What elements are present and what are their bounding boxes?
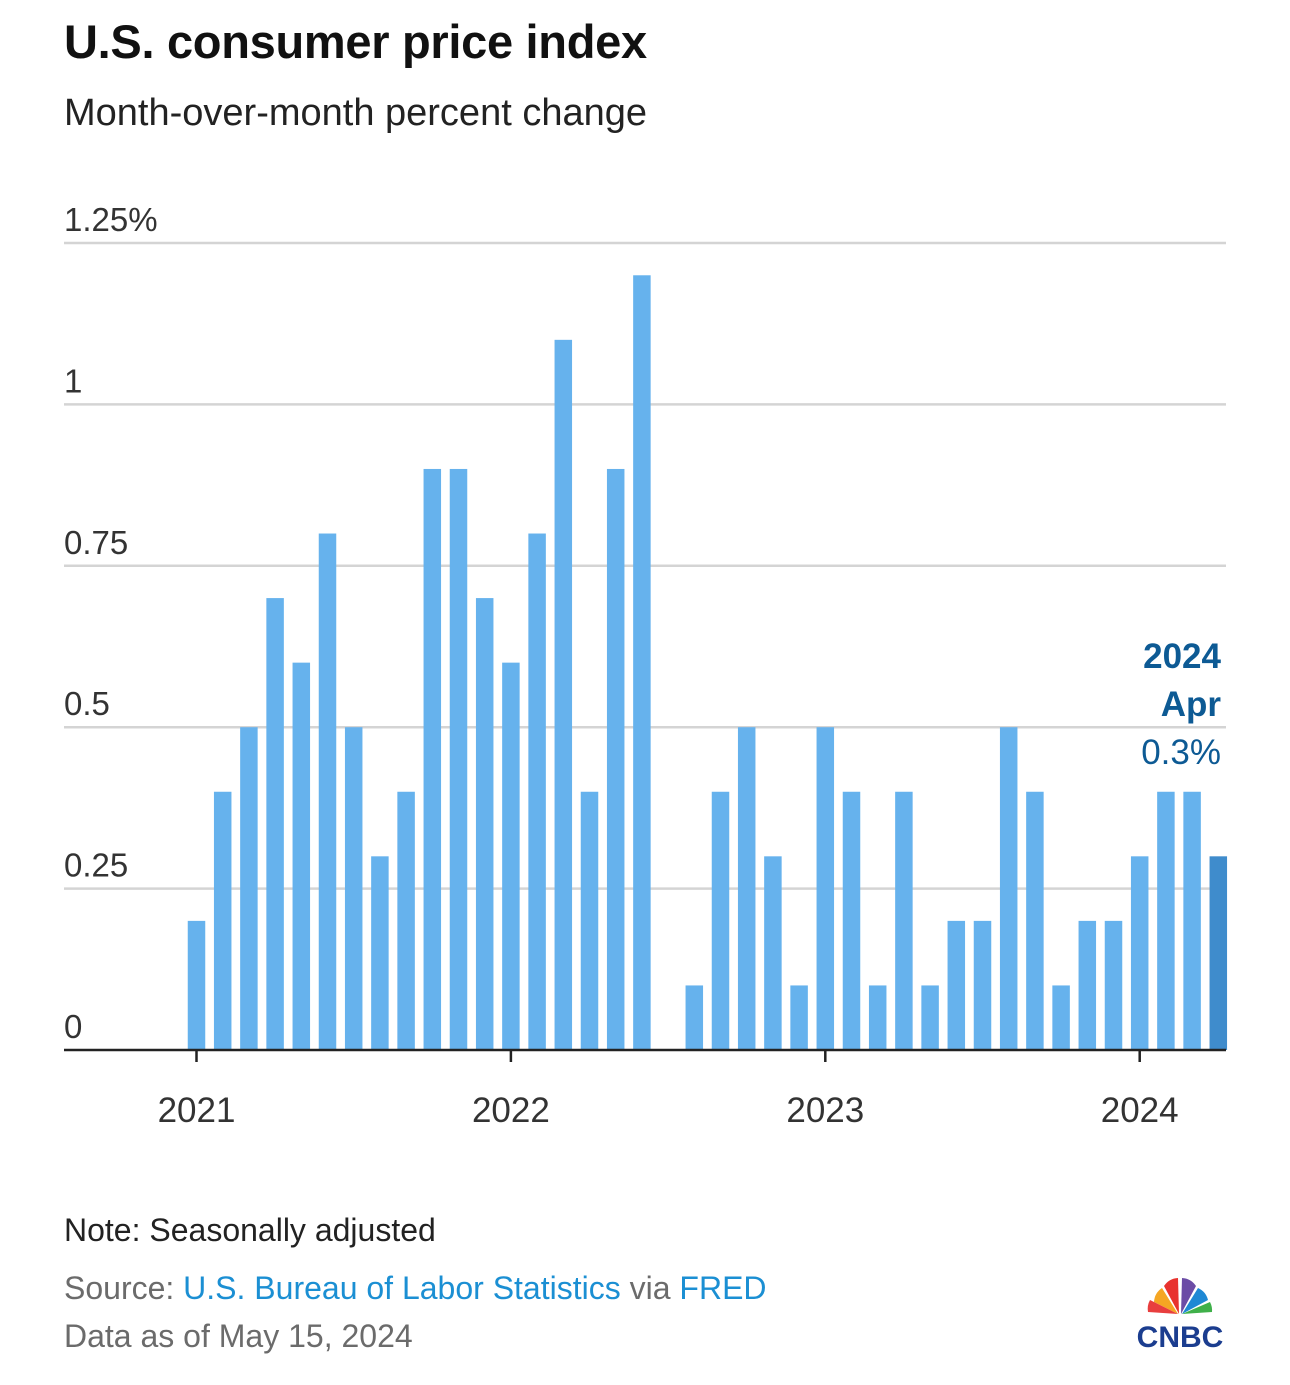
bar (266, 598, 284, 1050)
annotation-month: Apr (1161, 685, 1222, 724)
bar (842, 791, 861, 1050)
bar (633, 275, 651, 1050)
bar (1026, 791, 1044, 1050)
bar (711, 791, 730, 1050)
bar (344, 727, 363, 1050)
x-tick-label: 2022 (472, 1091, 550, 1130)
chart-subtitle: Month-over-month percent change (64, 92, 647, 134)
bar (318, 533, 337, 1050)
chart-title: U.S. consumer price index (64, 15, 647, 68)
chart-note: Note: Seasonally adjusted (64, 1212, 436, 1248)
y-tick-label: 1.25% (64, 201, 158, 238)
bar (213, 791, 232, 1050)
bar (580, 791, 599, 1050)
bar (790, 985, 808, 1050)
bar (240, 727, 258, 1050)
bar (606, 468, 625, 1051)
bar (764, 856, 782, 1050)
annotation-value: 0.3% (1141, 733, 1221, 772)
bar (397, 791, 415, 1050)
bar (528, 533, 546, 1050)
bar (973, 920, 992, 1050)
bar (371, 856, 389, 1050)
bar (423, 468, 442, 1051)
cnbc-logo: CNBC (1137, 1278, 1224, 1352)
bar (921, 985, 939, 1050)
bar (292, 662, 311, 1050)
bar (947, 920, 966, 1050)
y-tick-label: 0.25 (64, 847, 128, 884)
source-line: Source: U.S. Bureau of Labor Statistics … (64, 1270, 767, 1307)
source-prefix: Source: (64, 1270, 184, 1306)
bar (1183, 791, 1201, 1050)
annotation-year: 2024 (1143, 637, 1221, 676)
bar (1157, 791, 1175, 1050)
bar (868, 985, 887, 1050)
bar (685, 985, 704, 1050)
nbc-peacock-icon (1147, 1278, 1213, 1314)
x-tick-label: 2024 (1101, 1091, 1179, 1130)
bar (999, 727, 1018, 1050)
bar (1209, 856, 1228, 1050)
cnbc-wordmark: CNBC (1137, 1321, 1224, 1352)
bar (1052, 985, 1070, 1050)
bar (895, 791, 913, 1050)
y-tick-label: 0.5 (64, 685, 110, 722)
bar (1130, 856, 1149, 1050)
y-tick-label: 0.75 (64, 524, 128, 561)
y-tick-label: 1 (64, 362, 82, 399)
source-fred-link[interactable]: FRED (679, 1270, 767, 1306)
bar (554, 339, 573, 1051)
x-tick-label: 2021 (158, 1091, 236, 1130)
source-via: via (620, 1270, 680, 1306)
bar (502, 662, 520, 1050)
bar (475, 598, 494, 1050)
bar (737, 727, 756, 1050)
data-as-of: Data as of May 15, 2024 (64, 1318, 413, 1354)
bar-chart: 0 0.25 0.5 0.75 1 1.25% 2021 2022 2023 2024 2024 Ap… (64, 201, 1228, 1130)
bar (1078, 920, 1097, 1050)
source-bls-link[interactable]: U.S. Bureau of Labor Statistics (183, 1270, 621, 1306)
bar (187, 920, 206, 1050)
bar (449, 468, 468, 1051)
y-tick-label: 0 (64, 1008, 82, 1045)
bar (1104, 920, 1123, 1050)
x-tick-label: 2023 (786, 1091, 864, 1130)
bar (816, 727, 835, 1050)
